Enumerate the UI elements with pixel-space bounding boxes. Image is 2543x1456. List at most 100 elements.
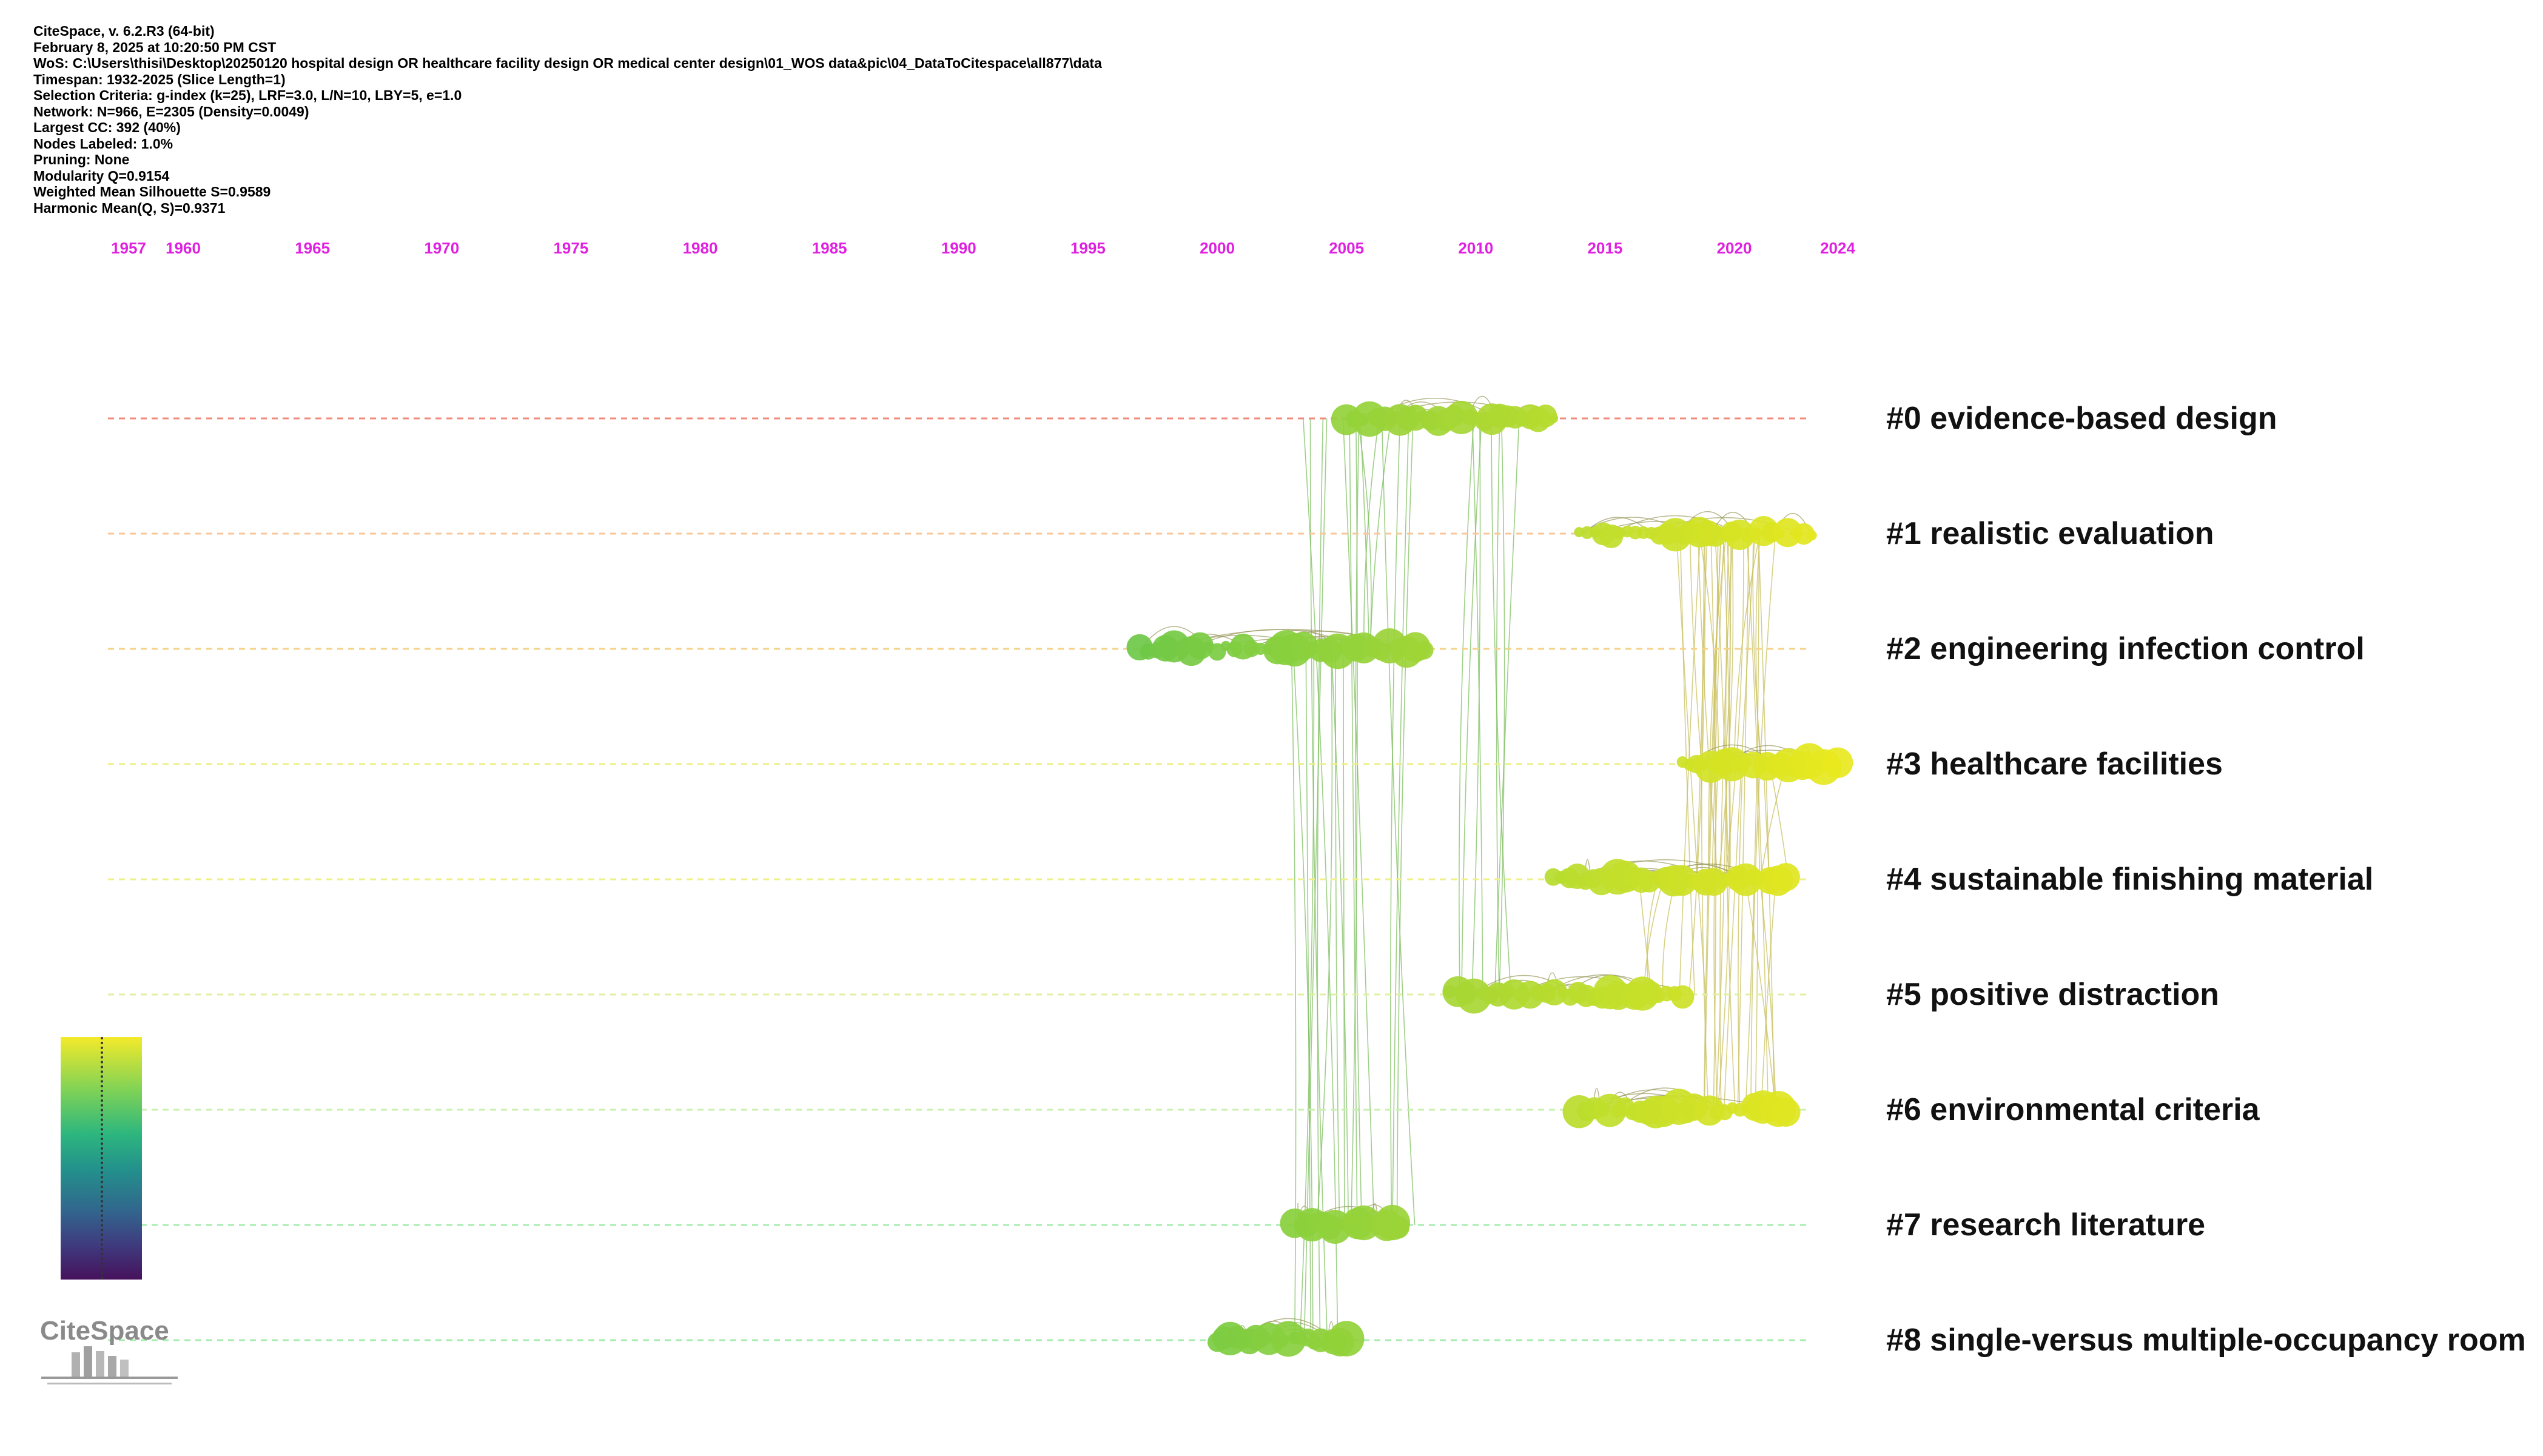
link-line xyxy=(1718,533,1734,880)
link-line xyxy=(1343,648,1345,1226)
link-line xyxy=(1331,648,1349,1226)
x-tick-label: 1957 xyxy=(111,239,146,257)
link-line xyxy=(1695,533,1705,880)
cluster-label: #5 positive distraction xyxy=(1886,977,2220,1012)
link-line xyxy=(1750,533,1776,1110)
cluster-node xyxy=(1670,985,1695,1009)
info-line: CiteSpace, v. 6.2.R3 (64-bit) xyxy=(33,23,215,39)
link-line xyxy=(1708,533,1727,880)
cluster-label: #0 evidence-based design xyxy=(1886,401,2277,436)
link-line xyxy=(1350,418,1358,1226)
info-line: Selection Criteria: g-index (k=25), LRF=… xyxy=(33,87,462,103)
x-tick-label: 2005 xyxy=(1329,239,1364,257)
info-line: Timespan: 1932-2025 (Slice Length=1) xyxy=(33,71,286,87)
link-line xyxy=(1389,418,1401,1226)
link-line xyxy=(1756,763,1761,880)
x-tick-label: 1960 xyxy=(166,239,201,257)
x-tick-label: 1965 xyxy=(295,239,330,257)
color-legend xyxy=(61,1037,142,1280)
link-line xyxy=(1335,648,1340,1226)
link-line xyxy=(1392,418,1409,1226)
x-tick-label: 1985 xyxy=(812,239,847,257)
cluster-node xyxy=(1666,865,1698,896)
cluster-label: #3 healthcare facilities xyxy=(1886,746,2223,782)
cluster-node xyxy=(1772,863,1800,891)
cluster-node xyxy=(1540,979,1568,1006)
x-tick-label: 2000 xyxy=(1200,239,1235,257)
link-line xyxy=(1717,763,1730,1110)
x-tick-label: 1990 xyxy=(941,239,976,257)
link-line xyxy=(1715,533,1730,880)
x-tick-label: 2024 xyxy=(1820,239,1855,257)
cluster-node xyxy=(1822,747,1853,779)
info-line: Pruning: None xyxy=(33,152,130,167)
cluster-label: #1 realistic evaluation xyxy=(1886,516,2214,551)
link-line xyxy=(1647,879,1659,995)
link-line xyxy=(1381,418,1416,1226)
cluster-label: #7 research literature xyxy=(1886,1207,2206,1243)
info-line: Nodes Labeled: 1.0% xyxy=(33,135,173,152)
cluster-node xyxy=(1328,1321,1365,1357)
cluster-label: #6 environmental criteria xyxy=(1886,1092,2260,1127)
link-line xyxy=(1697,533,1719,880)
link-line xyxy=(1459,418,1474,995)
link-line xyxy=(1719,533,1733,1110)
x-tick-label: 2015 xyxy=(1587,239,1622,257)
x-tick-label: 1970 xyxy=(424,239,459,257)
link-line xyxy=(1316,648,1333,1226)
cluster-node xyxy=(1807,530,1817,541)
info-line: Modularity Q=0.9154 xyxy=(33,167,170,184)
link-line xyxy=(1758,533,1775,1110)
cluster-node xyxy=(1270,1321,1306,1357)
x-tick-label: 2010 xyxy=(1458,239,1493,257)
info-panel: CiteSpace, v. 6.2.R3 (64-bit) February 8,… xyxy=(33,23,1102,216)
link-line xyxy=(1712,533,1725,880)
info-line: Weighted Mean Silhouette S=0.9589 xyxy=(33,184,271,200)
cluster-node xyxy=(1386,1216,1410,1239)
link-line xyxy=(1499,418,1505,995)
link-line xyxy=(1713,763,1719,1110)
link-line xyxy=(1733,533,1761,765)
info-line: Largest CC: 392 (40%) xyxy=(33,119,181,135)
link-line xyxy=(1303,418,1328,1341)
cluster-node xyxy=(1254,642,1267,655)
link-line xyxy=(1491,418,1512,995)
x-tick-label: 1975 xyxy=(553,239,588,257)
cluster-label: #8 single-versus multiple-occupancy room xyxy=(1886,1323,2526,1358)
cluster-node xyxy=(1186,632,1214,660)
link-line xyxy=(1471,418,1483,995)
cluster-node xyxy=(1414,640,1434,660)
link-line xyxy=(1291,648,1297,1341)
citespace-logo: CiteSpace xyxy=(35,1316,181,1389)
link-line xyxy=(1342,418,1375,1226)
link-line xyxy=(1701,533,1709,1110)
info-line: Harmonic Mean(Q, S)=0.9371 xyxy=(33,200,226,216)
link-line xyxy=(1755,533,1761,765)
link-line xyxy=(1737,533,1750,1110)
x-tick-label: 2020 xyxy=(1717,239,1752,257)
link-line xyxy=(1302,418,1339,1341)
link-line xyxy=(1703,533,1722,1110)
cluster-label: #4 sustainable finishing material xyxy=(1886,862,2374,897)
link-line xyxy=(1461,418,1482,995)
logo-text: CiteSpace xyxy=(40,1316,169,1346)
link-line xyxy=(1662,879,1676,995)
cluster-node xyxy=(1771,1098,1801,1127)
link-line xyxy=(1745,533,1759,1110)
x-tick-label: 1995 xyxy=(1070,239,1106,257)
cluster-label: #2 engineering infection control xyxy=(1886,631,2365,666)
cluster-node xyxy=(1456,978,1492,1014)
info-line: Network: N=966, E=2305 (Density=0.0049) xyxy=(33,103,309,119)
link-line xyxy=(1396,418,1414,1226)
x-tick-label: 1980 xyxy=(683,239,718,257)
legend-marker xyxy=(101,1037,103,1280)
link-line xyxy=(1725,533,1736,1110)
logo-graphic xyxy=(41,1346,178,1384)
info-line: February 8, 2025 at 10:20:50 PM CST xyxy=(33,39,277,55)
link-line xyxy=(1349,418,1358,1226)
link-line xyxy=(1724,533,1744,880)
info-line: WoS: C:\Users\thisi\Desktop\20250120 hos… xyxy=(33,55,1102,71)
link-line xyxy=(1723,533,1756,1110)
cluster-node xyxy=(1548,413,1559,423)
